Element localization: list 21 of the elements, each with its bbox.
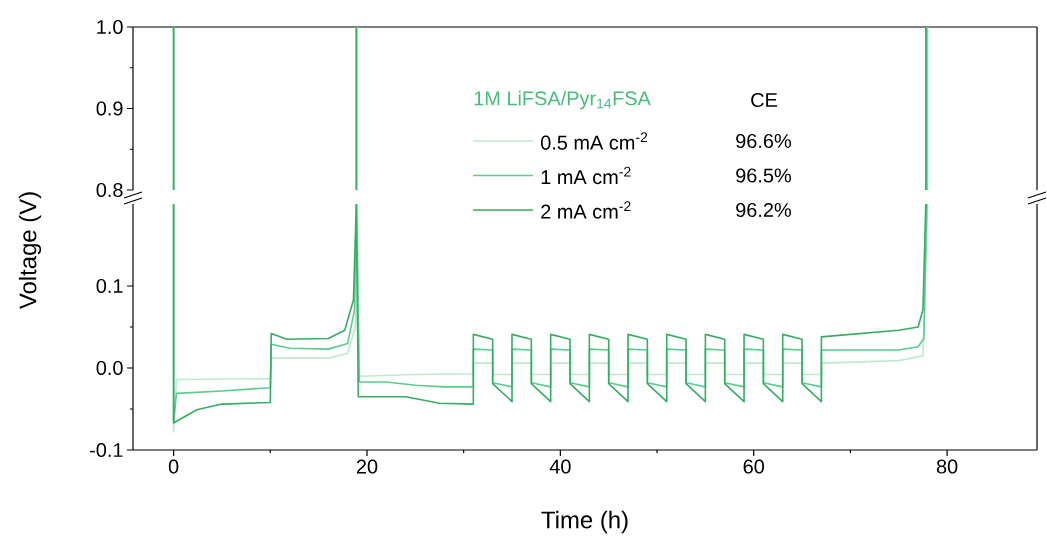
legend-label: 1 mA cm$^{-2}$ <box>541 166 631 185</box>
annotation: 96.2% <box>736 202 791 218</box>
x-tick-label: 40 <box>549 459 571 474</box>
x-tick-label: 80 <box>936 459 958 474</box>
legend-title: 1M LiFSA/Pyr$_{14}$FSA <box>474 90 651 110</box>
y-tick-label: 0.1 <box>96 278 123 294</box>
y-tick-label: 0.0 <box>96 360 123 376</box>
y-tick-label: 0.9 <box>96 101 123 116</box>
y-tick-label: -0.1 <box>90 442 123 458</box>
y-tick-label: 0.8 <box>96 182 123 198</box>
y-tick-label: 1.0 <box>97 19 123 35</box>
annotation: 96.6% <box>736 133 791 149</box>
x-tick-label: 60 <box>743 459 765 474</box>
annotation: 96.5% <box>736 168 791 183</box>
x-tick-label: 20 <box>356 459 378 474</box>
legend-label: 0.5 mA cm$^{-2}$ <box>540 132 648 150</box>
legend-label: 2 mA cm$^{-2}$ <box>541 201 631 219</box>
annotation: CE <box>751 92 778 108</box>
y-axis-title: Voltage (V) <box>18 192 42 310</box>
x-tick-label: 0 <box>168 459 179 474</box>
x-axis-title: Time (h) <box>541 510 628 534</box>
